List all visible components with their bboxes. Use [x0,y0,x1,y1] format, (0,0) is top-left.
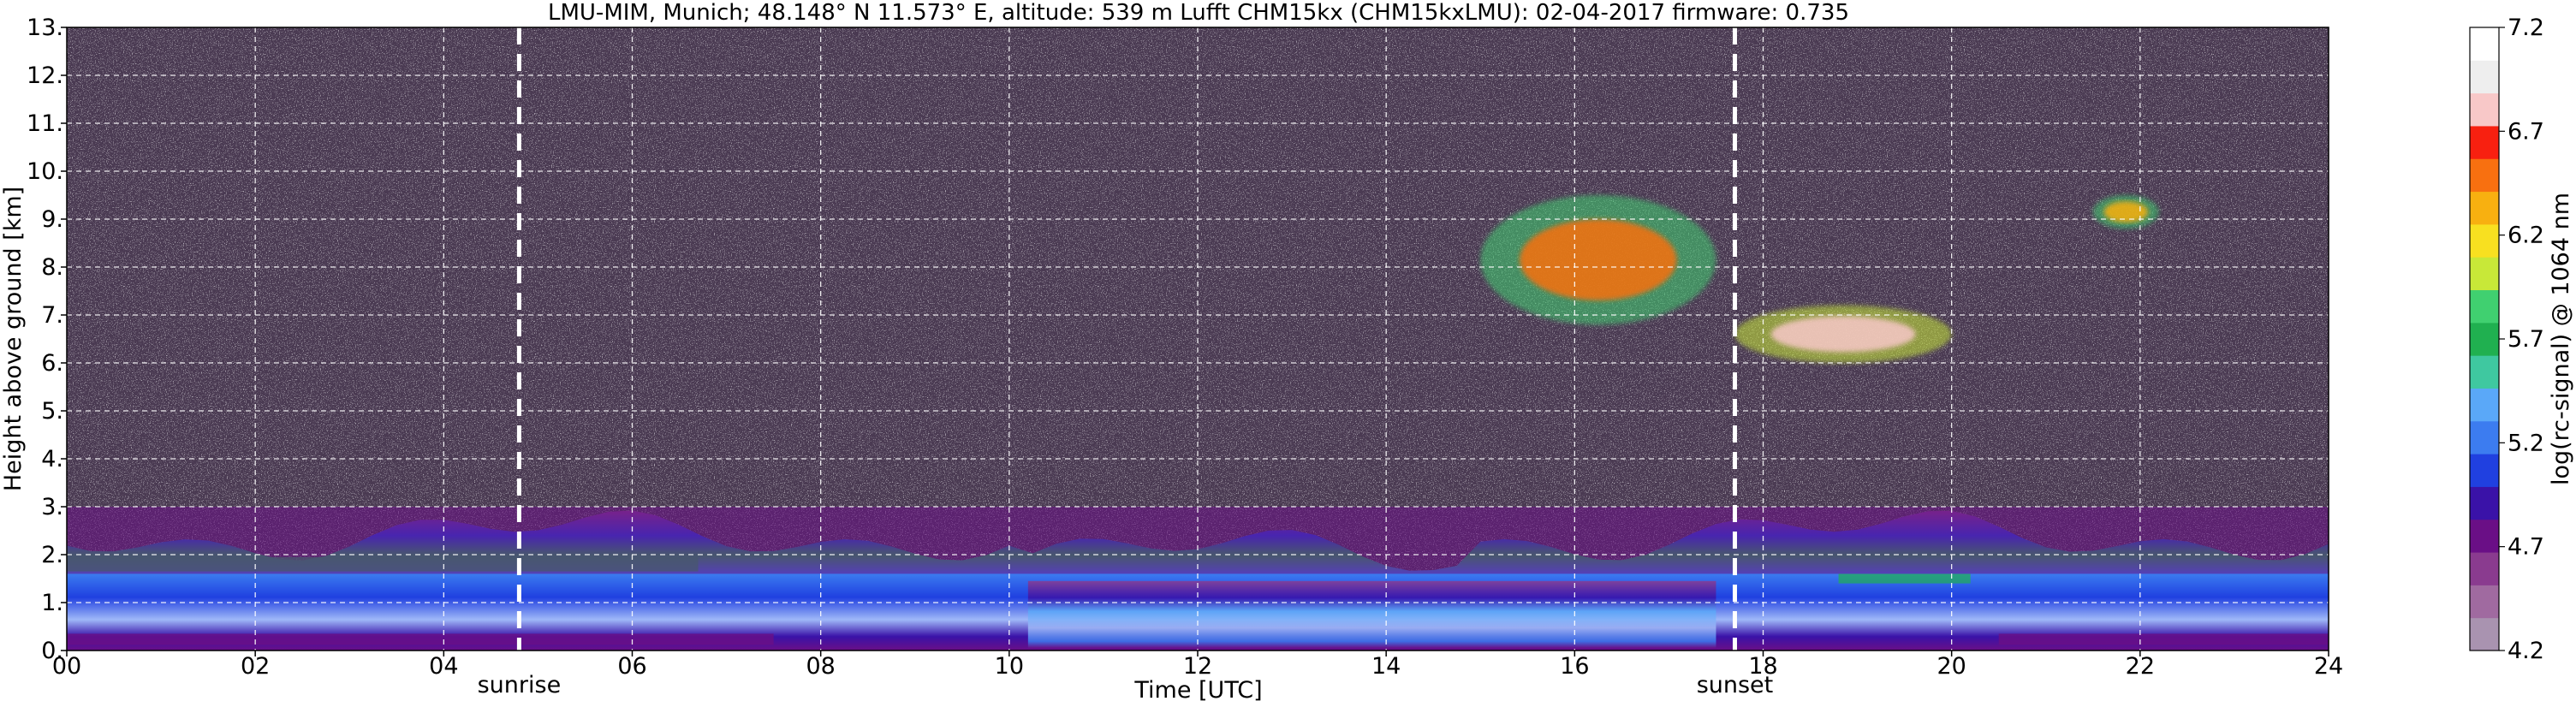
x-tick-label: 24 [2314,653,2343,680]
y-tick-label: 11. [27,110,63,137]
sunset-label: sunset [1697,672,1774,698]
x-tick-label: 18 [1748,653,1777,680]
y-tick-label: 5. [41,398,63,425]
annotation-labels: sunrise sunset [478,672,1774,698]
y-tick-label: 8. [41,254,63,281]
day-night-markers [516,27,1737,651]
colorbar-segment [2470,289,2499,324]
colorbar-tick-label: 6.7 [2508,118,2544,145]
colorbar-tick-label: 4.7 [2508,534,2544,561]
x-tick-label: 14 [1371,653,1401,680]
y-tick-label: 3. [41,494,63,520]
x-axis-label: Time [UTC] [1133,677,1262,704]
y-tick-label: 1. [41,590,63,616]
colorbar-segment [2470,355,2499,389]
cirrus-core [2103,201,2149,223]
x-tick-label: 12 [1183,653,1212,680]
y-tick-label: 9. [41,206,63,233]
surface-layer-night [1998,633,2329,645]
cirrus-cloud [1734,305,1952,363]
colorbar-tick-label: 4.2 [2508,638,2544,664]
colorbar: 4.2 4.7 5.2 5.7 6.2 6.7 7.2 [2469,15,2544,664]
x-tick-label: 02 [241,653,270,680]
colorbar-label: log(rc-signal) @ 1064 nm [2548,193,2574,485]
colorbar-segment [2470,125,2499,159]
y-tick-label: 13. [27,15,63,41]
y-axis-label: Height above ground [km] [0,187,27,491]
colorbar-tick-label: 6.2 [2508,223,2544,249]
colorbar-segment [2470,388,2499,422]
x-tick-label: 06 [617,653,646,680]
x-tick-label: 04 [429,653,458,680]
y-tick-label: 6. [41,350,63,377]
y-axis-ticks: 0. 1. 2. 3. 4. 5. 6. 7. 8. 9. 10. 11. 12. 13. [27,15,67,664]
y-tick-label: 7. [41,302,63,329]
cirrus-cloud [2092,195,2159,229]
colorbar-segment [2470,223,2499,258]
colorbar-segment [2470,486,2499,520]
x-tick-label: 22 [2126,653,2155,680]
x-tick-label: 16 [1560,653,1589,680]
chart-title: LMU-MIM, Munich; 48.148° N 11.573° E, al… [548,0,1849,26]
y-tick-label: 10. [27,158,63,185]
colorbar-segment [2470,257,2499,291]
colorbar-segment [2470,420,2499,454]
x-axis-ticks: 00 02 04 06 08 10 12 14 16 18 20 22 24 [52,651,2343,680]
surface-layer [67,633,774,645]
colorbar-segment [2470,585,2499,619]
grid-lines [67,27,2329,651]
colorbar-segment [2470,158,2499,193]
y-tick-label: 2. [41,542,63,568]
colorbar-segment [2470,60,2499,94]
colorbar-segment [2470,27,2499,61]
colorbar-segment [2470,92,2499,127]
cirrus-core [1520,219,1677,300]
x-tick-label: 10 [995,653,1024,680]
colorbar-segment [2470,454,2499,487]
cirrus-cloud [1480,195,1716,325]
y-tick-label: 0. [41,638,63,664]
y-tick-label: 12. [27,62,63,89]
plot-area [67,27,2329,651]
colorbar-tick-label: 5.2 [2508,430,2544,456]
aerosol-ribbon-evening [1838,573,1971,584]
colorbar-segment [2470,191,2499,225]
colorbar-segment [2470,519,2499,553]
boundary-layer-afternoon [1027,580,1716,649]
colorbar-segment [2470,617,2499,651]
x-tick-label: 20 [1936,653,1966,680]
colorbar-segment [2470,552,2499,585]
colorbar-segment [2470,322,2499,356]
x-tick-label: 00 [52,653,81,680]
cirrus-core [1770,316,1916,353]
y-tick-label: 4. [41,446,63,472]
colorbar-tick-label: 5.7 [2508,326,2544,353]
sunrise-label: sunrise [478,672,562,698]
colorbar-tick-label: 7.2 [2508,15,2544,41]
x-tick-label: 08 [806,653,835,680]
